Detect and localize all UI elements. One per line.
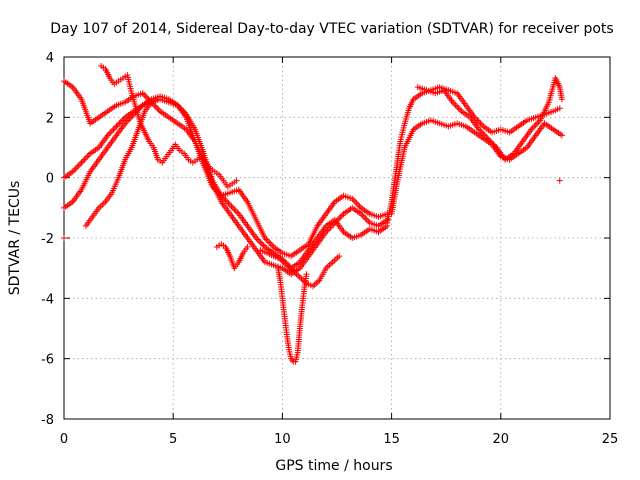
y-tick-label: 4 — [46, 51, 54, 66]
y-tick-label: -4 — [41, 292, 54, 307]
chart-title: Day 107 of 2014, Sidereal Day-to-day VTE… — [50, 21, 613, 37]
data-point — [228, 203, 235, 210]
data-point — [81, 156, 88, 163]
data-point — [532, 121, 539, 128]
data-point — [152, 103, 159, 110]
data-point — [267, 241, 274, 248]
data-point — [229, 204, 236, 211]
data-point — [363, 216, 370, 223]
data-point — [154, 96, 161, 103]
data-point — [111, 124, 118, 131]
x-tick-label: 25 — [602, 432, 619, 447]
data-point — [534, 120, 541, 127]
data-point — [259, 241, 266, 248]
data-point — [123, 118, 130, 125]
data-point — [556, 177, 563, 184]
data-point — [77, 161, 84, 168]
data-point — [558, 132, 565, 139]
data-markers — [61, 63, 565, 365]
x-axis-label: GPS time / hours — [275, 458, 392, 474]
data-point — [260, 242, 267, 249]
data-point — [233, 177, 240, 184]
data-point — [78, 159, 85, 166]
data-point — [266, 239, 273, 246]
y-tick-label: -2 — [41, 232, 54, 247]
data-point — [483, 133, 490, 140]
data-point — [360, 213, 367, 220]
data-point — [257, 239, 264, 246]
data-point — [356, 203, 363, 210]
y-tick-label: 2 — [46, 111, 54, 126]
data-point — [154, 105, 161, 112]
data-point — [256, 238, 263, 245]
data-point — [451, 100, 458, 107]
data-point — [126, 115, 133, 122]
data-point — [109, 127, 116, 134]
data-point — [71, 167, 78, 174]
x-tick-label: 0 — [60, 432, 68, 447]
data-point — [337, 213, 344, 220]
x-tick-label: 10 — [274, 432, 291, 447]
data-point — [455, 105, 462, 112]
data-point — [61, 235, 67, 241]
x-tick-label: 20 — [493, 432, 510, 447]
data-point — [355, 201, 362, 208]
y-tick-labels: 4 2 0 -2 -4 -6 -8 — [41, 51, 54, 428]
y-tick-label: -6 — [41, 353, 54, 368]
data-point — [531, 123, 538, 130]
data-point — [353, 200, 360, 207]
data-point — [143, 94, 150, 101]
ticks — [63, 56, 611, 420]
data-point — [336, 253, 343, 260]
data-point — [303, 271, 310, 278]
data-point — [125, 117, 132, 124]
data-point — [324, 227, 331, 234]
data-point — [556, 105, 563, 112]
data-point — [141, 91, 148, 98]
y-tick-label: -8 — [41, 413, 54, 428]
data-point — [84, 153, 91, 160]
data-point — [79, 158, 86, 165]
data-point — [558, 96, 565, 103]
data-point — [359, 212, 366, 219]
data-point — [107, 129, 114, 136]
data-point — [155, 106, 162, 113]
data-point — [339, 212, 346, 219]
data-point — [85, 152, 92, 159]
data-point — [234, 209, 241, 216]
data-point — [457, 106, 464, 113]
data-point — [244, 244, 251, 251]
data-point — [325, 225, 332, 232]
data-point — [352, 198, 359, 205]
data-point — [232, 207, 239, 214]
data-point — [362, 215, 369, 222]
data-point — [327, 224, 334, 231]
grid — [64, 57, 610, 419]
data-point — [264, 238, 271, 245]
data-point — [254, 236, 261, 243]
x-tick-label: 5 — [169, 432, 177, 447]
data-point — [529, 124, 536, 131]
data-point — [452, 102, 459, 109]
data-point — [231, 206, 238, 213]
x-tick-label: 15 — [383, 432, 400, 447]
data-point — [120, 115, 127, 122]
data-point — [478, 121, 485, 128]
data-point — [74, 164, 81, 171]
data-point — [110, 126, 117, 133]
data-point — [72, 165, 79, 172]
data-point — [82, 155, 89, 162]
y-axis-label: SDTVAR / TECUs — [7, 181, 23, 296]
y-tick-label: 0 — [46, 172, 54, 187]
x-tick-labels: 0 5 10 15 20 25 — [60, 432, 618, 447]
data-point — [269, 242, 276, 249]
data-point — [106, 130, 113, 137]
data-point — [75, 162, 82, 169]
data-point — [454, 103, 461, 110]
